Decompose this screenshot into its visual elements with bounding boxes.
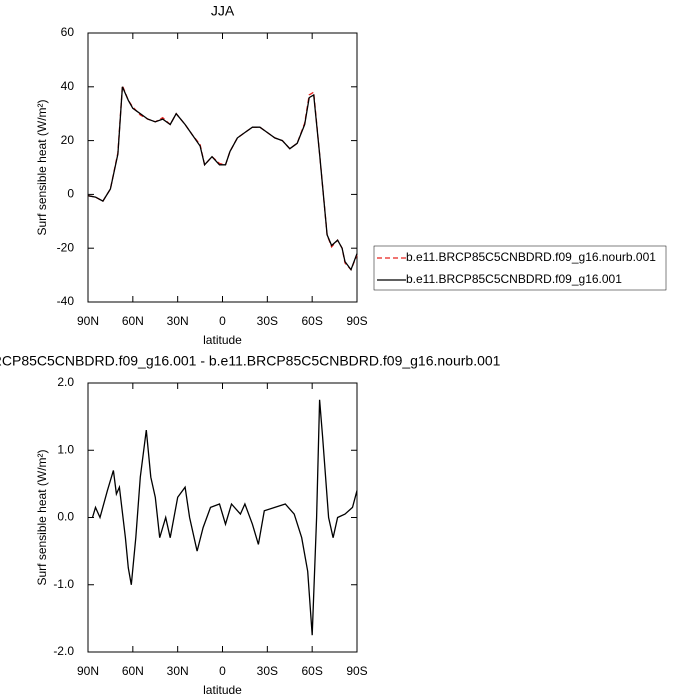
data-line — [87, 85, 358, 271]
x-tick-label: 90S — [346, 664, 367, 678]
y-tick-label: -2.0 — [53, 644, 74, 658]
x-tick-label: 30N — [167, 664, 189, 678]
x-tick-label: 90N — [77, 664, 99, 678]
chart-title: JJA — [211, 3, 235, 19]
y-tick-label: 60 — [61, 25, 75, 39]
y-axis-label: Surf sensible heat (W/m²) — [35, 99, 49, 235]
plot-frame — [87, 382, 358, 653]
y-tick-label: 40 — [61, 79, 75, 93]
chart-title: b.e11.BRCP85C5CNBDRD.f09_g16.001 - b.e11… — [0, 353, 501, 369]
legend-label: b.e11.BRCP85C5CNBDRD.f09_g16.001 — [406, 272, 622, 286]
y-axis-label: Surf sensible heat (W/m²) — [35, 449, 49, 585]
y-tick-label: -1.0 — [53, 577, 74, 591]
x-tick-label: 60N — [122, 314, 144, 328]
x-tick-label: 60N — [122, 664, 144, 678]
x-tick-label: 0 — [219, 314, 226, 328]
x-tick-label: 30N — [167, 314, 189, 328]
x-tick-label: 90N — [77, 314, 99, 328]
x-tick-label: 60S — [301, 314, 322, 328]
x-tick-label: 30S — [257, 314, 278, 328]
y-tick-label: -40 — [57, 294, 75, 308]
x-tick-label: 30S — [257, 664, 278, 678]
data-line — [91, 399, 358, 636]
legend-box — [373, 245, 667, 291]
x-tick-label: 60S — [301, 664, 322, 678]
y-tick-label: 2.0 — [57, 375, 74, 389]
x-tick-label: 0 — [219, 664, 226, 678]
x-axis-label: latitude — [203, 683, 242, 697]
y-tick-label: 0 — [67, 187, 74, 201]
y-tick-label: 20 — [61, 133, 75, 147]
y-tick-label: 1.0 — [57, 442, 74, 456]
y-tick-label: 0.0 — [57, 510, 74, 524]
plot-frame — [87, 32, 358, 303]
x-tick-label: 90S — [346, 314, 367, 328]
y-tick-label: -20 — [57, 240, 75, 254]
legend-label: b.e11.BRCP85C5CNBDRD.f09_g16.nourb.001 — [406, 250, 656, 264]
data-line — [87, 86, 358, 272]
x-axis-label: latitude — [203, 333, 242, 347]
